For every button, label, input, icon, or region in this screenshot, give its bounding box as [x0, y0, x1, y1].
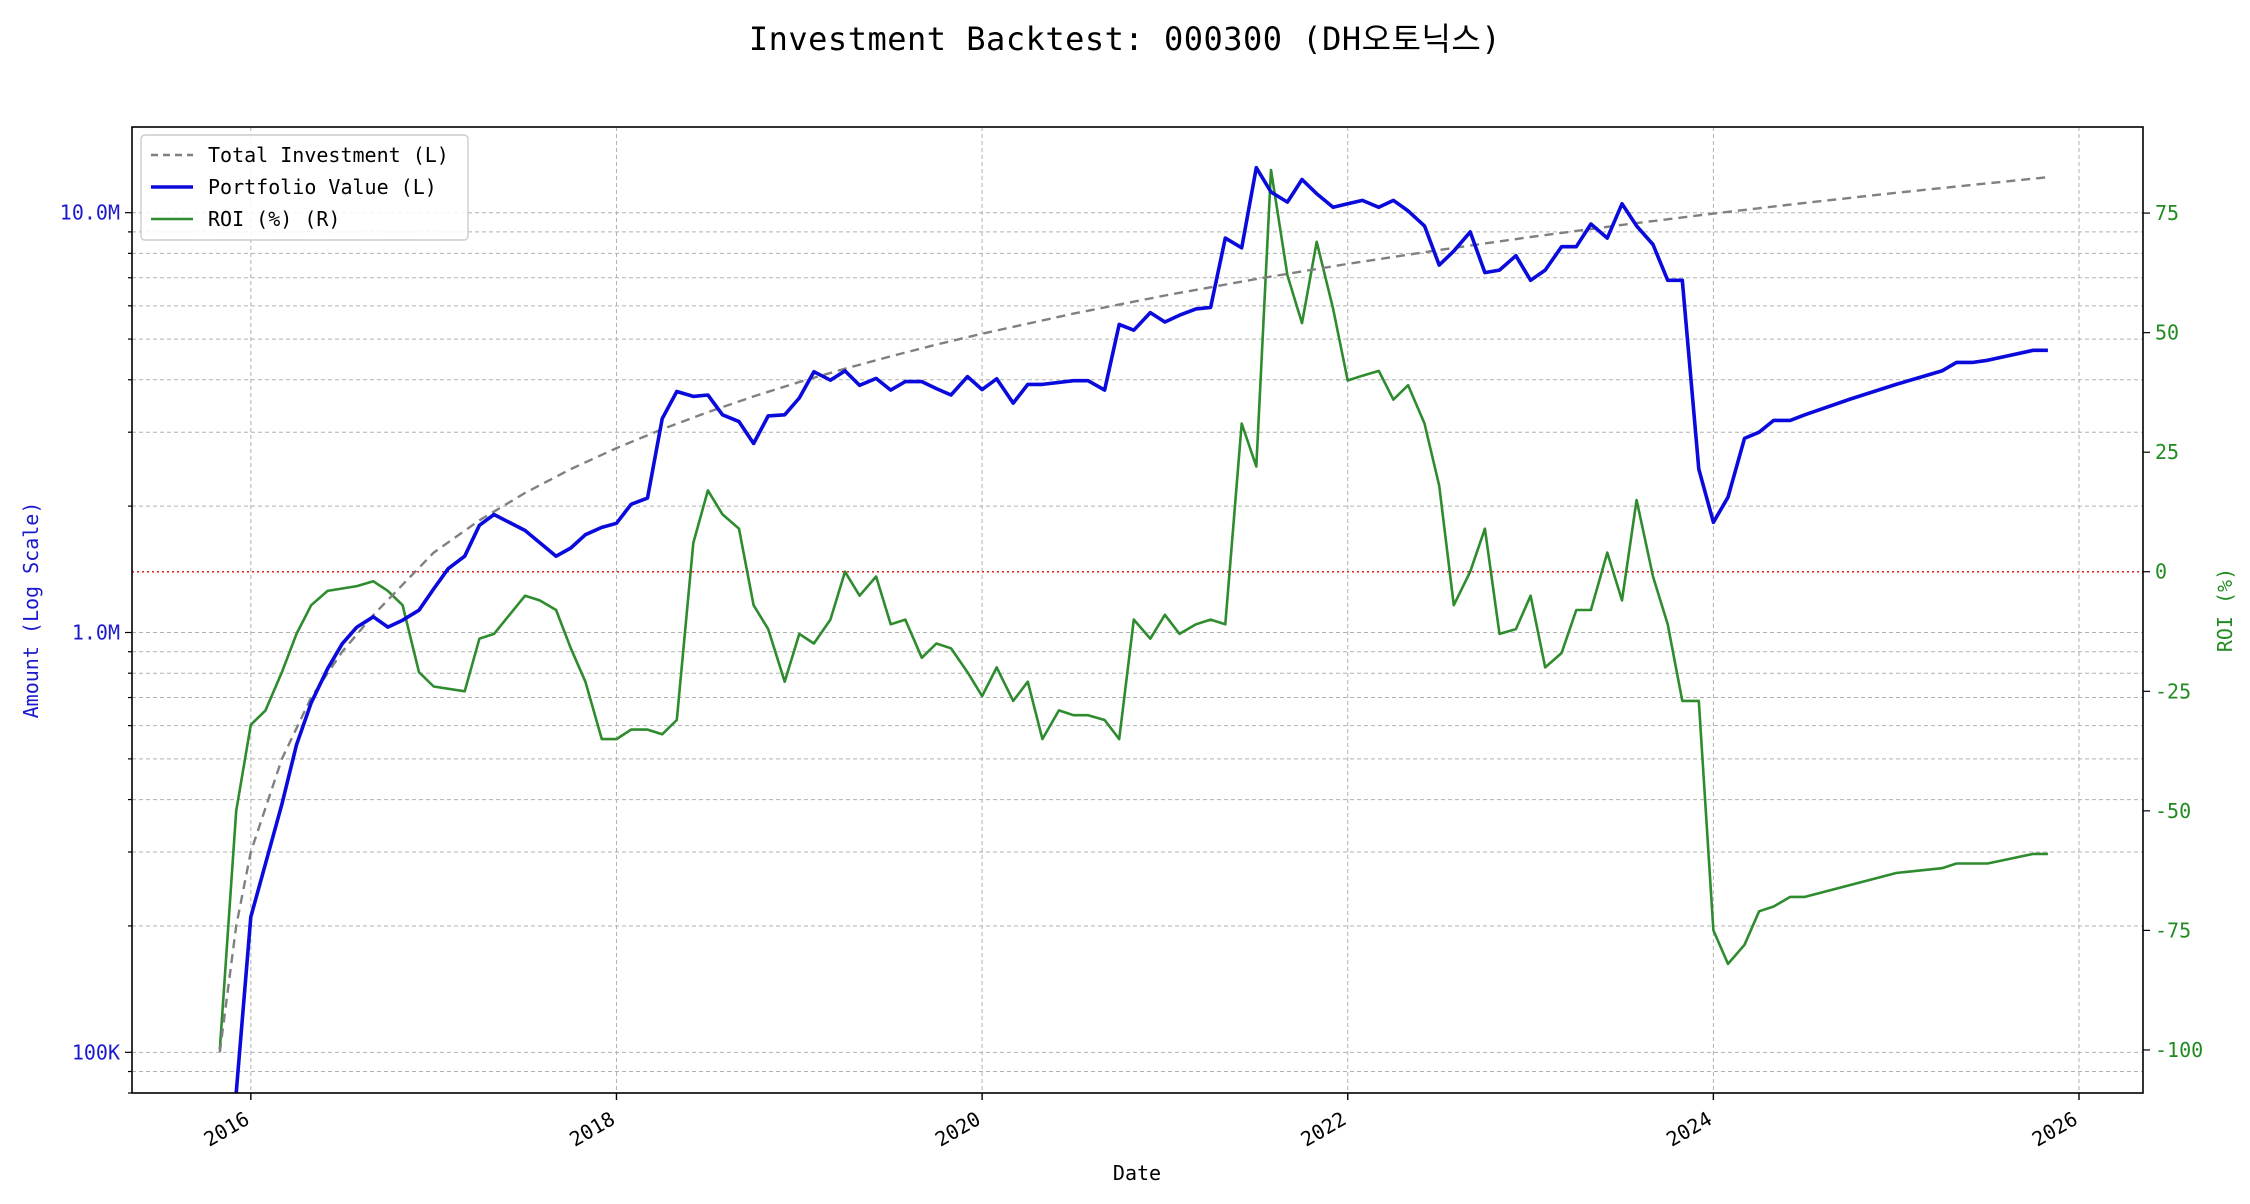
legend-label: ROI (%) (R) [208, 207, 340, 231]
portfolio-value-line [234, 165, 2048, 1094]
y-right-axis-label: ROI (%) [2213, 568, 2237, 652]
x-tick-label: 2020 [931, 1107, 985, 1152]
y-right-tick-label: -100 [2155, 1038, 2203, 1062]
y-right-tick-label: 50 [2155, 321, 2179, 345]
y-left-tick-label: 10.0M [60, 201, 120, 225]
x-tick-label: 2016 [200, 1107, 254, 1152]
legend-box [140, 134, 469, 241]
total-investment-line [218, 176, 2049, 1053]
y-left-axis-label: Amount (Log Scale) [19, 502, 43, 719]
y-left-tick-label: 1.0M [72, 621, 120, 645]
y-right-tick-label: -25 [2155, 679, 2191, 703]
legend-label: Portfolio Value (L) [208, 175, 437, 199]
x-tick-label: 2024 [1662, 1107, 1716, 1152]
chart-title: Investment Backtest: 000300 (DH오토닉스) [748, 20, 1502, 58]
y-right-tick-label: 0 [2155, 560, 2167, 584]
x-axis-label: Date [1113, 1161, 1161, 1185]
x-tick-label: 2026 [2028, 1107, 2082, 1152]
y-right-tick-label: 25 [2155, 440, 2179, 464]
x-tick-label: 2022 [1297, 1107, 1351, 1152]
x-tick-label: 2018 [565, 1107, 619, 1152]
y-right-tick-label: -75 [2155, 918, 2191, 942]
y-right-tick-label: -50 [2155, 799, 2191, 823]
y-left-tick-label: 100K [72, 1040, 120, 1064]
legend-label: Total Investment (L) [208, 143, 449, 167]
plot-frame [131, 126, 2144, 1094]
roi-line [218, 168, 2048, 1051]
y-right-tick-label: 75 [2155, 201, 2179, 225]
